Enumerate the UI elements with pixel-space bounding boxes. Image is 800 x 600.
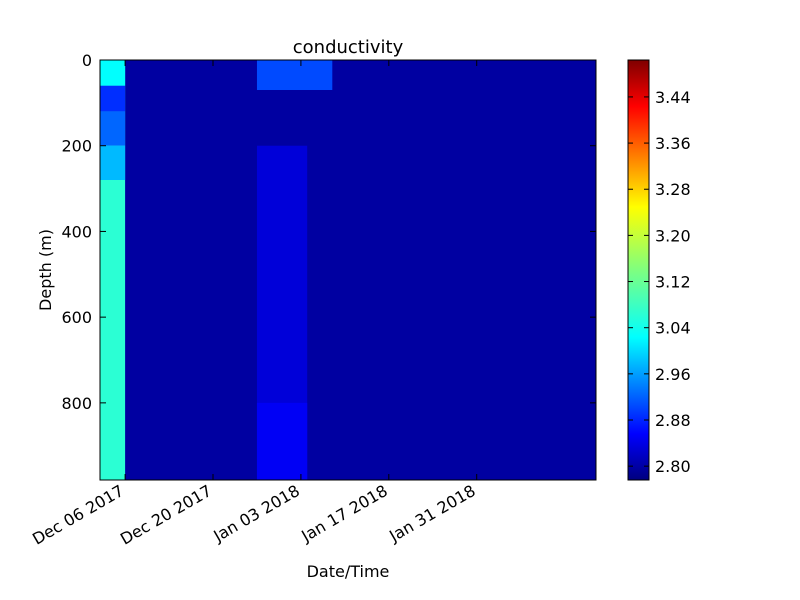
heatmap-cell <box>100 85 126 112</box>
heatmap-cell <box>100 145 126 180</box>
colorbar-tick-label: 3.36 <box>655 134 691 153</box>
y-tick-label: 200 <box>61 137 92 156</box>
heatmap-cell <box>256 60 333 90</box>
chart-title: conductivity <box>293 37 404 58</box>
x-tick-label: Jan 17 2018 <box>297 481 390 546</box>
y-axis-label: Depth (m) <box>36 229 55 311</box>
y-tick-label: 800 <box>61 394 92 413</box>
colorbar-ticks: 2.80 2.88 2.96 3.04 3.12 3.20 3.28 3.36 3.44 <box>628 88 691 476</box>
x-tick-label: Dec 20 2017 <box>117 481 215 549</box>
plot-frame <box>99 59 597 481</box>
heatmap-cell <box>100 111 126 146</box>
y-axis: 0 200 400 600 800 <box>61 51 596 413</box>
colorbar <box>627 59 650 481</box>
y-tick-label: 400 <box>61 222 92 241</box>
x-tick-label: Dec 06 2017 <box>29 481 127 549</box>
colorbar-tick-label: 3.20 <box>655 226 691 245</box>
x-tick-label: Jan 31 2018 <box>385 481 478 546</box>
colorbar-tick-label: 3.04 <box>655 319 691 338</box>
heatmap-background <box>100 60 596 480</box>
colorbar-tick-label: 2.80 <box>655 457 691 476</box>
colorbar-tick-label: 3.12 <box>655 273 691 292</box>
y-tick-label: 600 <box>61 308 92 327</box>
heatmap-cell <box>256 402 308 480</box>
y-tick-label: 0 <box>82 51 92 70</box>
colorbar-tick-label: 2.88 <box>655 411 691 430</box>
colorbar-tick-label: 3.44 <box>655 88 691 107</box>
heatmap-cell <box>100 60 126 86</box>
x-axis-label: Date/Time <box>307 562 390 581</box>
colorbar-tick-label: 3.28 <box>655 180 691 199</box>
plot-area <box>100 60 596 480</box>
x-tick-label: Jan 03 2018 <box>209 481 302 546</box>
colorbar-tick-label: 2.96 <box>655 365 691 384</box>
